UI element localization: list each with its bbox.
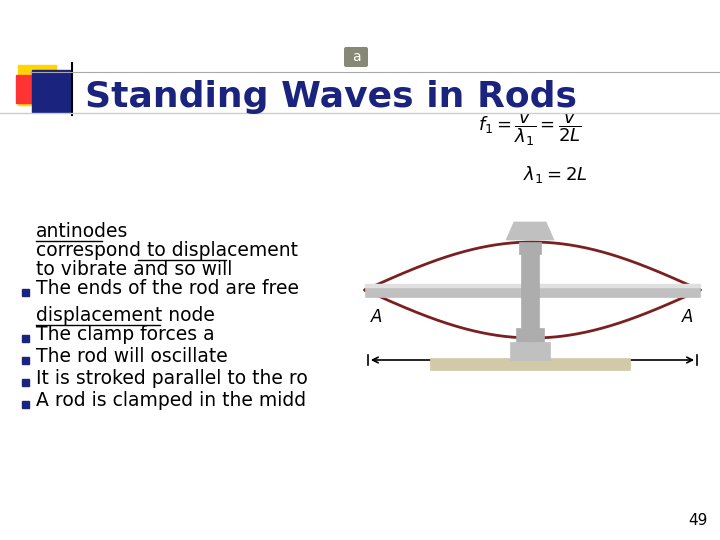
Text: N: N [524, 308, 536, 326]
Text: A: A [683, 308, 693, 326]
Text: 49: 49 [688, 513, 708, 528]
Text: A rod is clamped in the midd: A rod is clamped in the midd [36, 391, 306, 410]
Text: The rod will oscillate: The rod will oscillate [36, 347, 228, 366]
FancyBboxPatch shape [344, 47, 368, 67]
Text: It is stroked parallel to the ro: It is stroked parallel to the ro [36, 369, 307, 388]
Bar [430, 358, 630, 370]
Text: The ends of the rod are free: The ends of the rod are free [36, 279, 299, 298]
Text: $\lambda_1 = 2L$: $\lambda_1 = 2L$ [523, 164, 588, 185]
Text: The clamp forces a: The clamp forces a [36, 325, 215, 344]
Text: to vibrate and so will: to vibrate and so will [36, 260, 233, 279]
Text: antinodes: antinodes [36, 222, 128, 241]
Text: displacement node: displacement node [36, 306, 215, 325]
Bar [22, 357, 29, 364]
Bar [18, 65, 56, 105]
Text: $f_1 = \dfrac{v}{\lambda_1} = \dfrac{v}{2L}$: $f_1 = \dfrac{v}{\lambda_1} = \dfrac{v}{… [478, 111, 582, 148]
Text: correspond to displacement: correspond to displacement [36, 241, 298, 260]
Bar [516, 328, 544, 342]
Bar [22, 289, 29, 296]
Bar [519, 242, 541, 254]
Text: A: A [372, 308, 383, 326]
Bar [22, 379, 29, 386]
Text: $L$: $L$ [525, 338, 536, 356]
Bar [32, 70, 70, 112]
Bar [22, 335, 29, 342]
Bar [521, 252, 539, 328]
Text: Standing Waves in Rods: Standing Waves in Rods [85, 80, 577, 114]
Bar [510, 342, 550, 360]
Text: a: a [351, 50, 360, 64]
Bar [365, 284, 700, 287]
Polygon shape [506, 222, 554, 240]
Bar [22, 401, 29, 408]
Bar [365, 284, 700, 296]
Bar [16, 75, 44, 103]
